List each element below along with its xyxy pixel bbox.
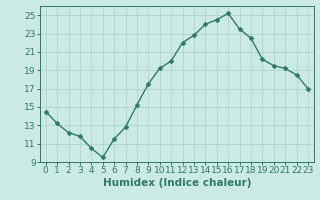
X-axis label: Humidex (Indice chaleur): Humidex (Indice chaleur) — [102, 178, 251, 188]
